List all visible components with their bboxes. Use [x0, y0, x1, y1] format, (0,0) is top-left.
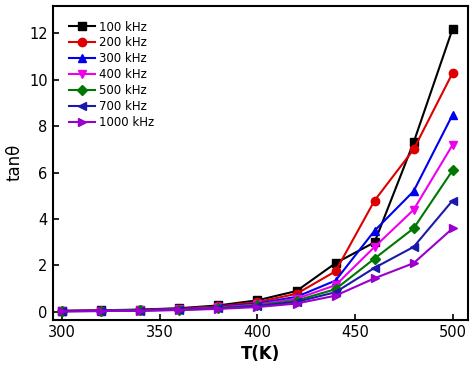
- 700 kHz: [411, 245, 417, 249]
- 1000 kHz: [99, 309, 104, 313]
- 200 kHz: [411, 147, 417, 152]
- 400 kHz: [216, 305, 221, 310]
- Line: 300 kHz: 300 kHz: [58, 110, 457, 315]
- 1000 kHz: [60, 309, 65, 314]
- 400 kHz: [60, 309, 65, 313]
- Line: 200 kHz: 200 kHz: [58, 69, 457, 315]
- 300 kHz: [177, 307, 182, 311]
- 400 kHz: [255, 302, 260, 307]
- 500 kHz: [411, 226, 417, 231]
- 300 kHz: [255, 301, 260, 306]
- 300 kHz: [216, 305, 221, 309]
- 700 kHz: [372, 266, 377, 270]
- 100 kHz: [450, 27, 456, 31]
- 1000 kHz: [177, 308, 182, 312]
- 500 kHz: [450, 168, 456, 173]
- Legend: 100 kHz, 200 kHz, 300 kHz, 400 kHz, 500 kHz, 700 kHz, 1000 kHz: 100 kHz, 200 kHz, 300 kHz, 400 kHz, 500 …: [63, 15, 160, 135]
- 100 kHz: [216, 303, 221, 308]
- 700 kHz: [450, 198, 456, 203]
- 700 kHz: [216, 306, 221, 311]
- 300 kHz: [450, 113, 456, 117]
- 100 kHz: [177, 306, 182, 310]
- 200 kHz: [137, 308, 143, 312]
- 100 kHz: [411, 140, 417, 145]
- 200 kHz: [60, 309, 65, 313]
- 400 kHz: [137, 308, 143, 313]
- 300 kHz: [333, 278, 338, 283]
- 500 kHz: [372, 256, 377, 261]
- 100 kHz: [372, 240, 377, 245]
- 400 kHz: [450, 142, 456, 147]
- 400 kHz: [411, 208, 417, 212]
- 400 kHz: [177, 307, 182, 311]
- 1000 kHz: [137, 308, 143, 313]
- 500 kHz: [294, 298, 300, 303]
- 500 kHz: [216, 306, 221, 310]
- 300 kHz: [99, 308, 104, 313]
- 1000 kHz: [450, 226, 456, 231]
- 1000 kHz: [294, 301, 300, 306]
- 100 kHz: [255, 298, 260, 303]
- 100 kHz: [333, 261, 338, 265]
- 200 kHz: [255, 300, 260, 304]
- Line: 500 kHz: 500 kHz: [59, 167, 456, 315]
- 500 kHz: [99, 308, 104, 313]
- 400 kHz: [333, 283, 338, 287]
- 500 kHz: [177, 307, 182, 312]
- 1000 kHz: [333, 293, 338, 298]
- 100 kHz: [99, 308, 104, 313]
- Line: 1000 kHz: 1000 kHz: [58, 224, 457, 315]
- 700 kHz: [99, 309, 104, 313]
- 300 kHz: [60, 309, 65, 313]
- 700 kHz: [60, 309, 65, 313]
- 300 kHz: [411, 189, 417, 193]
- 300 kHz: [137, 308, 143, 312]
- 700 kHz: [255, 304, 260, 308]
- 400 kHz: [294, 296, 300, 301]
- 1000 kHz: [372, 276, 377, 280]
- 100 kHz: [60, 308, 65, 313]
- 500 kHz: [137, 308, 143, 313]
- 200 kHz: [372, 198, 377, 203]
- 500 kHz: [60, 309, 65, 313]
- Line: 100 kHz: 100 kHz: [58, 25, 457, 315]
- 400 kHz: [99, 308, 104, 313]
- 700 kHz: [177, 308, 182, 312]
- 700 kHz: [137, 308, 143, 313]
- X-axis label: T(K): T(K): [241, 345, 280, 363]
- 200 kHz: [333, 269, 338, 273]
- 1000 kHz: [216, 307, 221, 311]
- 100 kHz: [294, 289, 300, 293]
- 700 kHz: [333, 290, 338, 294]
- 200 kHz: [450, 70, 456, 75]
- 400 kHz: [372, 245, 377, 249]
- 300 kHz: [294, 294, 300, 299]
- 200 kHz: [99, 308, 104, 313]
- 500 kHz: [255, 303, 260, 308]
- 500 kHz: [333, 287, 338, 292]
- 1000 kHz: [411, 261, 417, 265]
- 200 kHz: [177, 306, 182, 311]
- 700 kHz: [294, 300, 300, 304]
- 1000 kHz: [255, 305, 260, 309]
- 200 kHz: [216, 304, 221, 308]
- 100 kHz: [137, 307, 143, 312]
- Line: 400 kHz: 400 kHz: [58, 141, 457, 315]
- Y-axis label: tanθ: tanθ: [6, 144, 24, 182]
- 200 kHz: [294, 292, 300, 296]
- Line: 700 kHz: 700 kHz: [58, 196, 457, 315]
- 300 kHz: [372, 228, 377, 233]
